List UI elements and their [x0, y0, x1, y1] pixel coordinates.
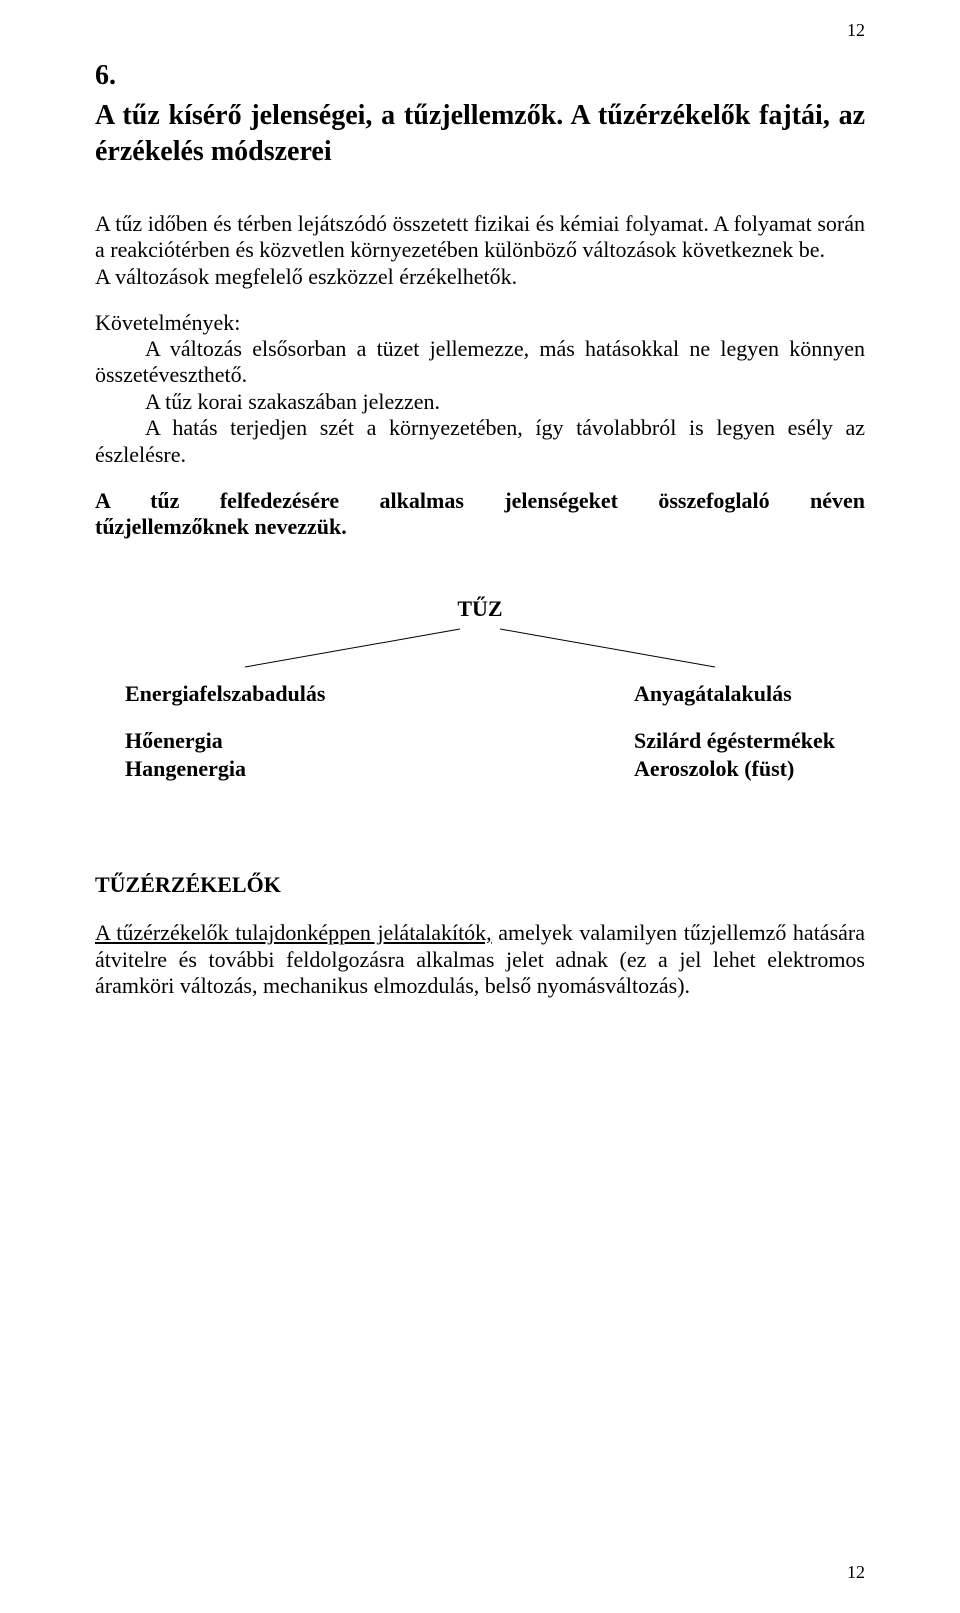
detectors-underlined: A tűzérzékelők tulajdonképpen jelátalakí… [95, 920, 492, 945]
requirement-3: A hatás terjedjen szét a környezetében, … [95, 415, 865, 468]
diagram-right-item-1: Szilárd égéstermékek [634, 727, 835, 755]
section-number: 6. [95, 60, 865, 92]
summary-line-1: A tűz felfedezésére alkalmas jelenségeke… [95, 488, 865, 514]
paragraph-intro-1: A tűz időben és térben lejátszódó összet… [95, 211, 865, 264]
requirement-1: A változás elsősorban a tüzet jellemezze… [95, 336, 865, 389]
paragraph-intro-2: A változások megfelelő eszközzel érzékel… [95, 264, 865, 290]
summary-line-2: tűzjellemzőknek nevezzük. [95, 514, 865, 540]
diagram-left-column: Energiafelszabadulás Hőenergia Hangenerg… [125, 680, 325, 783]
requirements-label: Követelmények: [95, 310, 865, 336]
paragraph-detectors: A tűzérzékelők tulajdonképpen jelátalakí… [95, 920, 865, 999]
diagram-right-item-2: Aeroszolok (füst) [634, 755, 835, 783]
diagram: TŰZ Energiafelszabadulás Hőenergia Hange… [95, 596, 865, 783]
diagram-left-item-2: Hangenergia [125, 755, 325, 783]
page-number-top: 12 [847, 20, 865, 41]
diagram-right-column: Anyagátalakulás Szilárd égéstermékek Aer… [634, 680, 835, 783]
requirement-2: A tűz korai szakaszában jelezzen. [95, 389, 865, 415]
subheading-detectors: TŰZÉRZÉKELŐK [95, 872, 865, 898]
diagram-left-item-1: Hőenergia [125, 727, 325, 755]
diagram-left-head: Energiafelszabadulás [125, 680, 325, 708]
diagram-lines [225, 617, 735, 672]
section-title: A tűz kísérő jelenségei, a tűzjellemzők.… [95, 98, 865, 171]
diagram-right-head: Anyagátalakulás [634, 680, 835, 708]
page-number-bottom: 12 [847, 1562, 865, 1583]
